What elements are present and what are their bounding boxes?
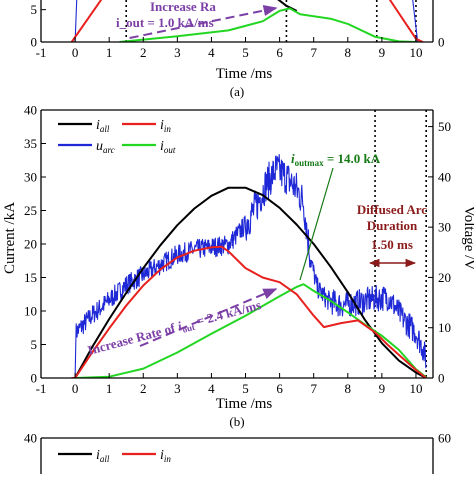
increase-rate-arrow — [139, 288, 278, 347]
panel-c-legend-label-i-all: iall — [96, 448, 110, 464]
y-left-tick-label: 30 — [24, 170, 37, 185]
series-u-arc-line — [74, 0, 419, 42]
y-left-tick-label: 0 — [31, 371, 38, 386]
legend-label-i-all: iall — [96, 118, 110, 134]
panel-c-legend: iall iin — [58, 448, 171, 464]
legend-label-u-arc: uarc — [96, 139, 115, 155]
panel-b-xlabel: Time /ms — [216, 396, 273, 412]
x-tick-label: 7 — [310, 381, 317, 396]
panel-a-rate-arrow — [129, 5, 278, 39]
y-right-tick-label: 40 — [438, 169, 451, 184]
x-tick-label: 9 — [379, 381, 386, 396]
panel-b-caption: (b) — [229, 414, 244, 429]
panel-c-legend-label-i-in: iin — [160, 448, 171, 464]
x-tick-label: 2 — [140, 381, 147, 396]
panel-a-rate-label-2: i_out = 1.0 kA/ms — [116, 15, 214, 30]
legend-label-i-out: iout — [160, 139, 176, 155]
x-tick-label: 4 — [208, 45, 215, 60]
panel-b-plot — [71, 110, 427, 378]
diffused-arc-duration-value: 1.50 ms — [371, 237, 413, 252]
x-tick-label: 6 — [276, 381, 283, 396]
y-left-tick-label: 40 — [24, 431, 37, 446]
x-tick-label: 5 — [242, 381, 249, 396]
series-i-in-line — [70, 0, 424, 42]
legend-label-i-in: iin — [160, 118, 171, 134]
panel-a-annotations: Increase Ra i_out = 1.0 kA/ms — [116, 0, 278, 39]
panel-a-xlabel: Time /ms — [216, 66, 273, 82]
series-i-all-line — [277, 0, 298, 12]
x-tick-label: 1 — [106, 45, 113, 60]
y-left-tick-label: 0 — [31, 35, 38, 50]
panel-b-axes: -1 0 1 2 3 4 5 6 7 8 9 1005101520253035400102030405… — [24, 103, 451, 397]
x-tick-label: 1 — [106, 381, 113, 396]
diffused-arc-label-1: Diffused Arc — [357, 202, 427, 217]
panel-b-ylabel-left: Current /kA — [2, 202, 18, 274]
y-right-tick-label: 10 — [438, 320, 451, 335]
x-tick-label: 3 — [174, 381, 181, 396]
y-left-tick-label: 35 — [24, 136, 37, 151]
y-left-tick-label: 10 — [24, 304, 37, 319]
x-tick-label: 0 — [72, 45, 79, 60]
diffused-arc-label-2: Duration — [367, 218, 418, 233]
y-right-tick-label: 0 — [438, 35, 445, 50]
panel-c-axes: 40 60 — [24, 431, 451, 474]
y-left-tick-label: 25 — [24, 203, 37, 218]
x-tick-label: 0 — [72, 381, 79, 396]
peak-current-label: ioutmax = 14.0 kA — [291, 151, 381, 168]
panel-b-annotations: ioutmax = 14.0 kA Increase Rate of iout … — [86, 151, 427, 358]
x-tick-label: 8 — [345, 45, 352, 60]
series-i-out-line — [119, 7, 417, 42]
x-tick-label: 3 — [174, 45, 181, 60]
y-right-tick-label: 20 — [438, 270, 451, 285]
panel-a: Increase Ra i_out = 1.0 kA/ms -1 0 1 2 3 4 5 6 7… — [31, 0, 445, 99]
y-left-tick-label: 5 — [31, 337, 38, 352]
peak-current-pointer — [299, 167, 334, 281]
y-left-tick-label: 40 — [24, 103, 37, 118]
series-i-out-line — [71, 283, 427, 378]
x-tick-label: 7 — [310, 45, 317, 60]
x-tick-label: 5 — [242, 45, 249, 60]
panel-a-plot — [70, 0, 424, 42]
x-tick-label: 10 — [409, 381, 422, 396]
x-tick-label: 9 — [379, 45, 386, 60]
panel-b: -1 0 1 2 3 4 5 6 7 8 9 1005101520253035400102030405… — [2, 103, 474, 430]
panel-b-ylabel-right: Voltage /V — [461, 206, 474, 270]
y-right-tick-label: 0 — [438, 371, 445, 386]
x-tick-label: 6 — [276, 45, 283, 60]
series-i-in-line — [71, 245, 427, 378]
y-left-tick-label: 20 — [24, 237, 37, 252]
y-right-tick-label: 50 — [438, 119, 451, 134]
x-tick-label: 2 — [140, 45, 147, 60]
x-tick-label: -1 — [36, 45, 47, 60]
y-right-tick-label: 30 — [438, 220, 451, 235]
y-right-tick-label: 60 — [438, 431, 451, 446]
panel-c: 40 60 iall iin — [24, 431, 451, 474]
y-left-tick-label: 5 — [31, 2, 38, 17]
panel-a-rate-label-1: Increase Ra — [150, 0, 216, 14]
y-left-tick-label: 15 — [24, 270, 37, 285]
x-tick-label: 10 — [409, 45, 422, 60]
x-tick-label: -1 — [36, 381, 47, 396]
panel-a-caption: (a) — [230, 84, 244, 99]
x-tick-label: 8 — [345, 381, 352, 396]
panel-b-legend: iall iin uarc iout — [58, 118, 176, 155]
x-tick-label: 4 — [208, 381, 215, 396]
